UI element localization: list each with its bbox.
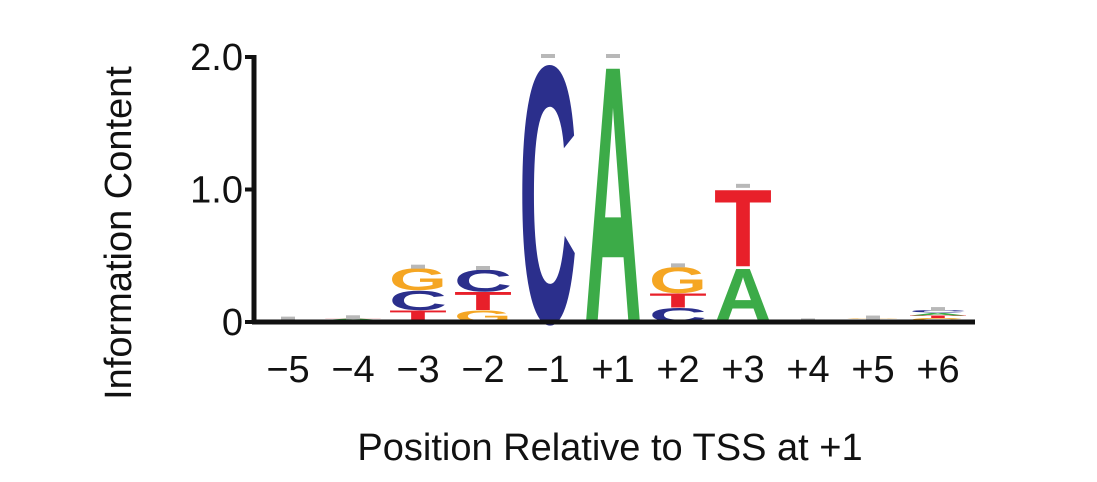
svg-text:T: T: [909, 315, 967, 319]
error-bar-cap: [606, 54, 620, 58]
x-tick-label: +3: [721, 349, 764, 391]
logo-letter-A: A: [584, 0, 642, 401]
x-tick-label: −2: [461, 349, 504, 391]
error-bar-cap: [671, 263, 685, 268]
x-tick-label: +5: [851, 349, 894, 391]
y-tick-label: 0: [222, 302, 243, 344]
error-bar-cap: [411, 264, 425, 269]
svg-text:A: A: [909, 312, 967, 316]
error-bar-cap: [931, 307, 945, 312]
x-axis-ticks: −5 −4 −3 −2 −1 +1 +2 +3 +4 +5 +6: [266, 349, 959, 391]
logo-letter-C: C: [909, 309, 967, 313]
x-tick-label: −5: [266, 349, 309, 391]
y-axis-ticks: 0 1.0 2.0: [190, 37, 254, 344]
svg-text:C: C: [909, 309, 967, 313]
x-tick-label: +4: [786, 349, 829, 391]
logo-letter-C: C: [519, 0, 577, 401]
logo-plot-area: CAGTCGATTCGGTCCACTGATCATGGTAC: [259, 0, 967, 401]
error-bar-cap: [281, 316, 295, 321]
logo-letter-A: A: [909, 312, 967, 316]
svg-text:T: T: [454, 287, 512, 316]
x-axis-label: Position Relative to TSS at +1: [357, 427, 862, 469]
svg-text:C: C: [519, 0, 577, 401]
logo-letter-T: T: [454, 287, 512, 316]
x-tick-label: +6: [916, 349, 959, 391]
y-tick-label: 2.0: [190, 37, 243, 79]
logo-letter-C: C: [389, 285, 447, 316]
error-bar-cap: [346, 315, 360, 320]
svg-text:T: T: [649, 289, 707, 312]
y-axis-label: Information Content: [98, 66, 140, 400]
x-tick-label: −4: [331, 349, 374, 391]
svg-text:A: A: [584, 0, 642, 401]
svg-text:C: C: [389, 285, 447, 316]
x-tick-label: +2: [656, 349, 699, 391]
logo-letter-T: T: [649, 289, 707, 312]
error-bar-cap: [541, 54, 555, 58]
x-tick-label: +1: [591, 349, 634, 391]
error-bar-cap: [476, 266, 490, 270]
error-bar-cap: [866, 315, 880, 320]
x-tick-label: −3: [396, 349, 439, 391]
error-bar-cap: [736, 183, 750, 188]
logo-letter-T: T: [909, 315, 967, 319]
y-tick-label: 1.0: [190, 170, 243, 212]
x-tick-label: −1: [526, 349, 569, 391]
